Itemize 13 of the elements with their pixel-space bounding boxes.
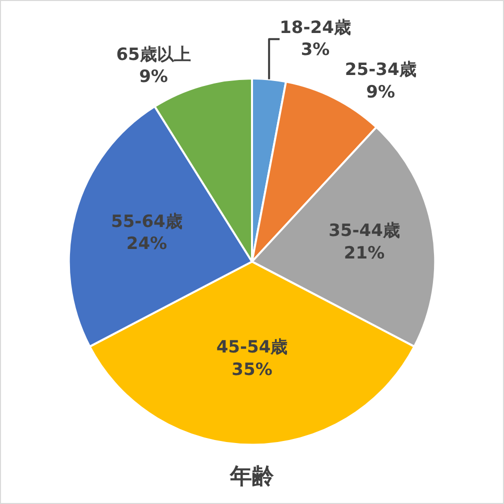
data-label: 3% xyxy=(300,40,330,60)
data-label: 21% xyxy=(344,243,385,264)
slice-label: 25-34歳 xyxy=(344,60,416,80)
slice-label: 55-64歳 xyxy=(111,212,182,232)
slice-label: 18-24歳 xyxy=(280,18,351,38)
slice-label: 45-54歳 xyxy=(216,338,288,358)
data-label: 35% xyxy=(232,360,272,380)
data-label: 9% xyxy=(366,82,396,102)
text: 年齢 xyxy=(229,464,275,490)
data-label: 24% xyxy=(126,234,168,254)
slice-label: 65歳以上 xyxy=(116,45,191,66)
slice-label: 35-44歳 xyxy=(328,221,400,242)
data-label: 9% xyxy=(139,67,168,88)
